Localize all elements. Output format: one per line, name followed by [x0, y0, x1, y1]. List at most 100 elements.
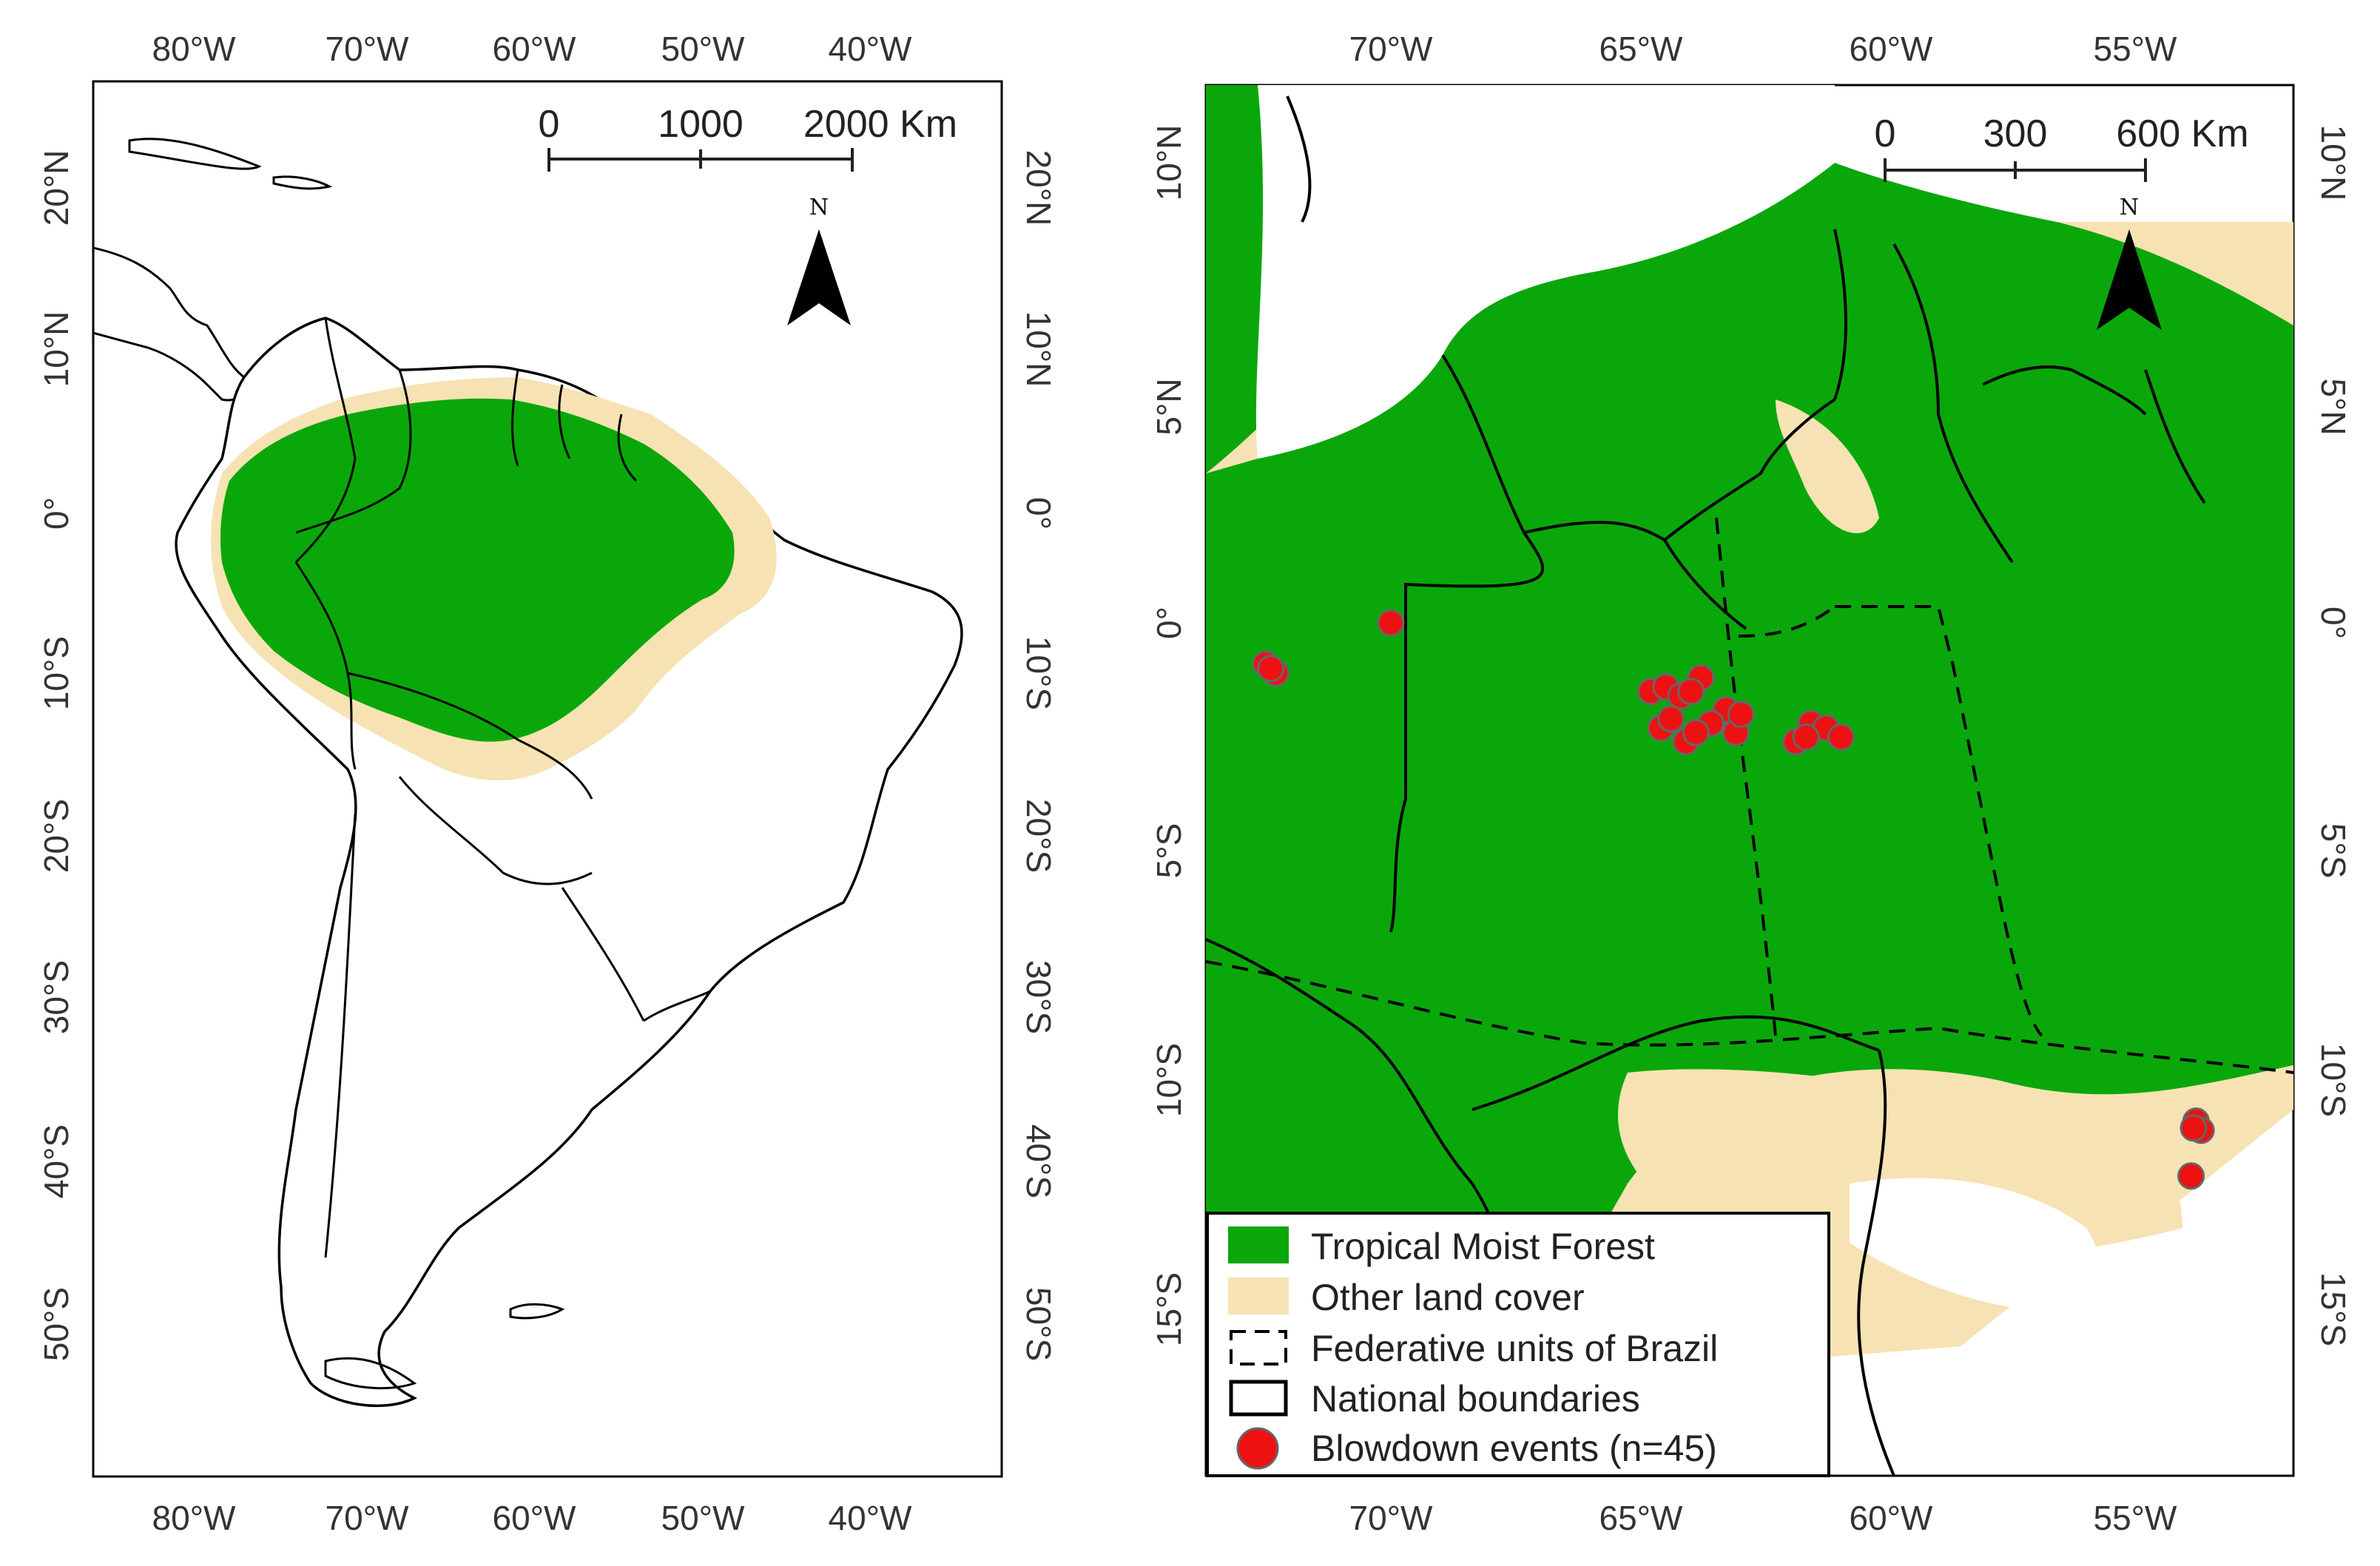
legend-label: Blowdown events (n=45) [1311, 1428, 1717, 1469]
right-bottom-tick: 65°W [1599, 1499, 1684, 1537]
right-right-ticks: 10°N 5°N 0° 5°S 10°S 15°S [2314, 125, 2353, 1347]
left-top-tick: 40°W [829, 30, 913, 68]
blowdown-event-marker [1677, 678, 1705, 706]
central-america-outline [93, 246, 248, 402]
right-bottom-ticks: 70°W 65°W 60°W 55°W [1349, 1499, 2178, 1537]
right-lat-tick: 0° [1150, 607, 1188, 639]
right-top-tick: 60°W [1850, 30, 1934, 68]
right-lat-tick: 10°S [1150, 1043, 1188, 1117]
left-bottom-tick: 70°W [326, 1499, 410, 1537]
left-lat-tick: 40°S [37, 1124, 75, 1198]
left-lat-tick: 0° [37, 497, 75, 530]
right-lat-tick: 15°S [1150, 1272, 1188, 1346]
left-lat-tick: 10°S [37, 636, 75, 710]
legend-federative-swatch [1230, 1330, 1287, 1366]
left-lat-tick-right: 40°S [1019, 1124, 1058, 1198]
left-lat-tick-right: 50°S [1019, 1287, 1058, 1361]
right-top-tick: 65°W [1599, 30, 1684, 68]
blowdown-event-marker [1682, 718, 1710, 746]
falklands-outline [509, 1303, 565, 1320]
right-scale-bar: 0 300 600 Km [1875, 112, 2249, 182]
left-scale-bar: 0 1000 2000 Km [539, 103, 957, 172]
left-bottom-tick: 60°W [493, 1499, 577, 1537]
left-lat-tick: 30°S [37, 960, 75, 1034]
right-lat-tick-right: 15°S [2314, 1272, 2353, 1346]
left-lat-tick-right: 10°N [1019, 311, 1058, 388]
right-lat-tick-right: 5°N [2314, 378, 2353, 435]
blowdown-events [1252, 609, 2215, 1190]
right-top-tick: 70°W [1349, 30, 1434, 68]
blowdown-event-marker [2177, 1162, 2205, 1190]
right-bottom-tick: 70°W [1349, 1499, 1434, 1537]
left-right-ticks: 20°N 10°N 0° 10°S 20°S 30°S 40°S 50°S [1019, 150, 1058, 1362]
cuba-outline [128, 138, 262, 170]
right-lat-tick-right: 10°N [2314, 125, 2353, 201]
left-top-tick: 70°W [326, 30, 410, 68]
left-national-boundaries [294, 317, 711, 1258]
blowdown-event-marker [1257, 655, 1285, 683]
right-left-ticks: 10°N 5°N 0° 5°S 10°S 15°S [1150, 125, 1188, 1347]
right-top-ticks: 70°W 65°W 60°W 55°W [1349, 30, 2178, 68]
right-white-patch [1850, 1178, 2098, 1309]
legend-box [1206, 1212, 1830, 1477]
left-bottom-tick: 50°W [661, 1499, 746, 1537]
left-lat-tick-right: 30°S [1019, 960, 1058, 1034]
left-left-ticks: 20°N 10°N 0° 10°S 20°S 30°S 40°S 50°S [37, 150, 75, 1362]
blowdown-event-marker [1657, 705, 1685, 733]
right-lat-tick-right: 0° [2314, 607, 2353, 639]
left-lat-tick: 10°N [37, 311, 75, 388]
legend-label: Other land cover [1311, 1277, 1585, 1318]
right-map-land [1206, 85, 2293, 1476]
right-bottom-tick: 60°W [1850, 1499, 1934, 1537]
left-top-tick: 50°W [661, 30, 746, 68]
right-lat-tick-right: 10°S [2314, 1043, 2353, 1117]
right-lat-tick-right: 5°S [2314, 823, 2353, 879]
north-arrow-icon [787, 229, 851, 325]
left-lat-tick: 20°N [37, 150, 75, 226]
legend-forest-swatch [1228, 1226, 1289, 1263]
left-scale-label-2: 2000 Km [803, 103, 957, 146]
right-map: 0 300 600 Km N Tropical Moist Forest Oth… [1150, 30, 2353, 1537]
legend-other-swatch [1228, 1278, 1289, 1314]
left-map-land [93, 138, 963, 1408]
right-north-arrow: N [2097, 195, 2162, 330]
right-north-label: N [2120, 195, 2139, 220]
blowdown-event-marker [1792, 723, 1820, 751]
left-lat-tick: 50°S [37, 1287, 75, 1361]
hispaniola-outline [272, 175, 333, 190]
blowdown-event-marker [1727, 701, 1755, 729]
legend-boundary-swatch [1229, 1380, 1288, 1417]
tierra-del-fuego-outline [324, 1357, 417, 1390]
left-bottom-tick: 40°W [829, 1499, 913, 1537]
right-forest [1206, 85, 2293, 1476]
left-map: 0 1000 2000 Km N 80°W 70°W 60°W 50°W 40°… [37, 30, 1058, 1537]
blowdown-event-marker [1827, 723, 1855, 751]
blowdown-event-marker [1377, 609, 1405, 637]
legend-event-swatch [1236, 1427, 1279, 1470]
right-scale-label-0: 0 [1875, 112, 1896, 155]
legend: Tropical Moist Forest Other land cover F… [1206, 1212, 1830, 1477]
left-top-tick: 80°W [152, 30, 237, 68]
left-lat-tick-right: 10°S [1019, 636, 1058, 710]
left-lat-tick: 20°S [37, 799, 75, 873]
right-lat-tick: 10°N [1150, 125, 1188, 201]
left-bottom-ticks: 80°W 70°W 60°W 50°W 40°W [152, 1499, 913, 1537]
left-scale-label-1: 1000 [658, 103, 744, 146]
left-top-tick: 60°W [493, 30, 577, 68]
right-scale-label-2: 600 Km [2116, 112, 2248, 155]
right-lat-tick: 5°S [1150, 823, 1188, 879]
left-lat-tick-right: 20°S [1019, 799, 1058, 873]
left-lat-tick-right: 0° [1019, 497, 1058, 530]
left-north-label: N [809, 195, 829, 220]
legend-label: Federative units of Brazil [1311, 1328, 1718, 1369]
right-savanna-patch [1776, 399, 1879, 533]
right-caribbean [1255, 85, 1835, 459]
left-north-arrow: N [787, 195, 851, 325]
left-top-ticks: 80°W 70°W 60°W 50°W 40°W [152, 30, 913, 68]
north-arrow-icon [2097, 229, 2162, 330]
left-scale-label-0: 0 [539, 103, 560, 146]
legend-label: Tropical Moist Forest [1311, 1226, 1655, 1267]
right-top-tick: 55°W [2094, 30, 2178, 68]
legend-label: National boundaries [1311, 1378, 1640, 1420]
